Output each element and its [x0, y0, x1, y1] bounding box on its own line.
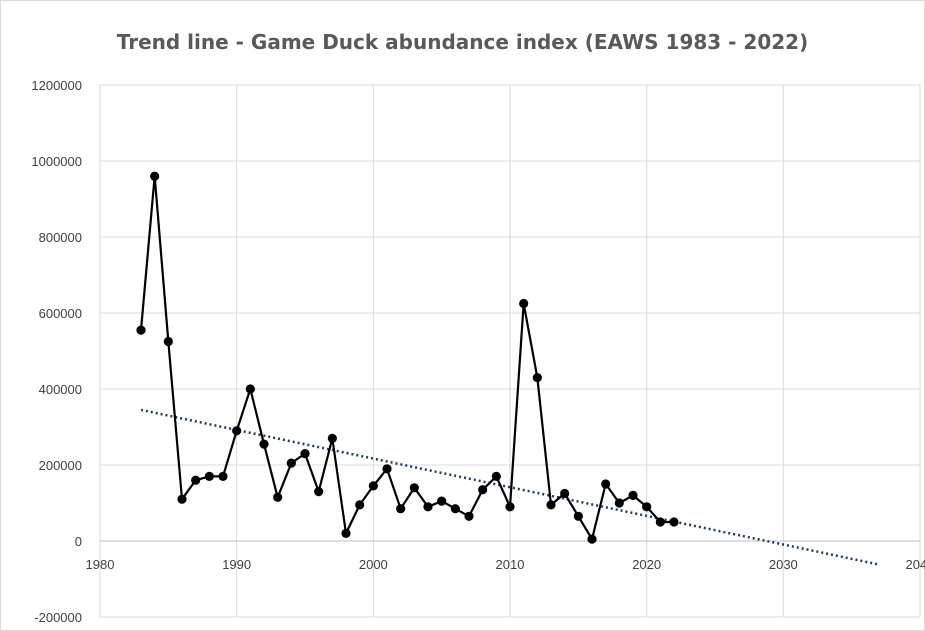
series-line [139, 175, 674, 541]
trend-line-group [140, 408, 880, 566]
data-point [177, 494, 187, 504]
data-point [669, 517, 679, 527]
data-point [560, 488, 570, 499]
y-tick-label: -200000 [34, 610, 82, 625]
data-point [136, 325, 146, 335]
data-point [587, 534, 597, 544]
data-point [273, 492, 283, 502]
data-point [341, 528, 351, 539]
data-point [450, 504, 460, 514]
data-point [437, 496, 447, 506]
y-axis-tick-labels: -200000 0 200000 400000 600000 800000 1000000 1… [31, 78, 82, 625]
data-point [628, 490, 638, 500]
y-tick-label: 600000 [39, 306, 82, 321]
y-tick-label: 400000 [39, 382, 82, 397]
y-tick-label: 1200000 [31, 78, 82, 93]
data-point [491, 471, 501, 481]
data-point [642, 502, 652, 512]
data-point [232, 426, 242, 436]
y-tick-label: 1000000 [31, 154, 82, 169]
series-group [136, 171, 679, 544]
chart-title: Trend line - Game Duck abundance index (… [116, 30, 809, 54]
y-tick-label: 200000 [39, 458, 82, 473]
x-tick-label: 2020 [632, 557, 661, 572]
data-point [245, 384, 255, 394]
y-tick-label: 800000 [39, 230, 82, 245]
data-point [519, 298, 529, 309]
data-point [655, 517, 665, 527]
data-point [409, 483, 419, 493]
data-point [532, 373, 542, 383]
data-point [327, 433, 337, 443]
x-tick-label: 2030 [769, 557, 798, 572]
data-point [546, 500, 556, 510]
data-point [505, 502, 515, 512]
data-point [300, 449, 310, 459]
data-point [204, 471, 214, 481]
x-tick-label: 2040 [906, 557, 925, 572]
grid-lines [99, 84, 921, 618]
data-point [259, 439, 269, 449]
x-tick-label: 1980 [86, 557, 115, 572]
data-point [218, 471, 228, 481]
data-point [191, 475, 201, 485]
data-point [286, 458, 296, 468]
data-point [573, 511, 583, 521]
data-point [382, 464, 392, 474]
data-point [601, 479, 611, 489]
data-point [163, 336, 173, 347]
x-axis-tick-labels: 1980 1990 2000 2010 2020 2030 2040 [86, 557, 925, 572]
data-point [614, 498, 624, 508]
x-tick-label: 2010 [496, 557, 525, 572]
data-point [423, 502, 433, 512]
x-tick-label: 2000 [359, 557, 388, 572]
data-point [314, 487, 324, 497]
data-point [464, 511, 474, 521]
y-tick-label: 0 [75, 534, 82, 549]
data-point [368, 481, 378, 491]
x-tick-label: 1990 [222, 557, 251, 572]
data-point [478, 485, 488, 495]
data-point [150, 171, 160, 181]
trend-line [140, 408, 880, 566]
data-point [355, 500, 365, 510]
data-point [396, 504, 406, 514]
